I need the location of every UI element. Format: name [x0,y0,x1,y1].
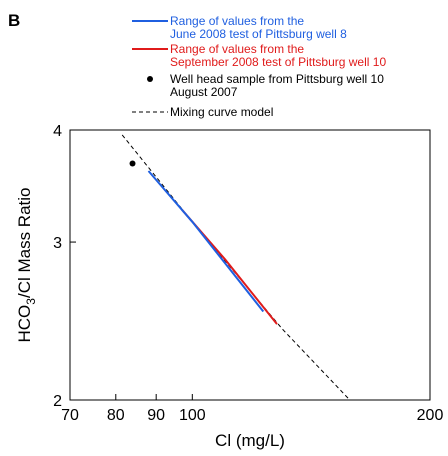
y-tick-label: 4 [53,123,62,140]
legend-label-range-of-values-from-the-september-2008-test-of-pittsburg-well-10: Range of values from the September 2008 t… [170,42,386,69]
x-tick-label: 70 [61,407,79,424]
series-line-range-of-values-from-the-june-2008-test-of-pittsburg-well-8 [147,170,265,313]
plot-marks [121,134,351,400]
y-axis: 2 3 4 [53,123,76,410]
x-tick-label: 100 [179,407,206,424]
legend-label-well-head-sample-from-pittsburg-well-10-august-2007: Well head sample from Pittsburg well 10 A… [170,72,384,99]
legend-label-mixing-curve-model: Mixing curve model [170,105,273,119]
y-tick-label: 3 [53,235,62,252]
y-axis-label-subscript: 3 [24,298,38,305]
y-axis-label-rest: /Cl Mass Ratio [15,188,34,299]
panel-label: B [8,11,20,30]
legend-label-range-of-values-from-the-june-2008-test-of-pittsburg-well-8: Range of values from the June 2008 test o… [170,14,347,41]
y-axis-label: HCO3/Cl Mass Ratio [15,188,38,343]
legend-swatch-well-head-sample-from-pittsburg-well-10-august-2007 [147,76,153,82]
x-tick-label: 90 [147,407,165,424]
x-tick-label: 80 [107,407,125,424]
x-axis: 70 80 90 100 200 [61,394,443,424]
y-axis-label-main: HCO [15,305,34,343]
series-line-mixing-curve-model [121,134,351,400]
y-tick-label: 2 [53,393,62,410]
legend: Range of values from the June 2008 test o… [132,14,386,119]
plot-frame [69,129,431,401]
x-axis-label: Cl (mg/L) [215,431,285,450]
x-tick-label: 200 [417,407,444,424]
series-point-well-head-sample-from-pittsburg-well-10-august-2007 [129,160,136,167]
